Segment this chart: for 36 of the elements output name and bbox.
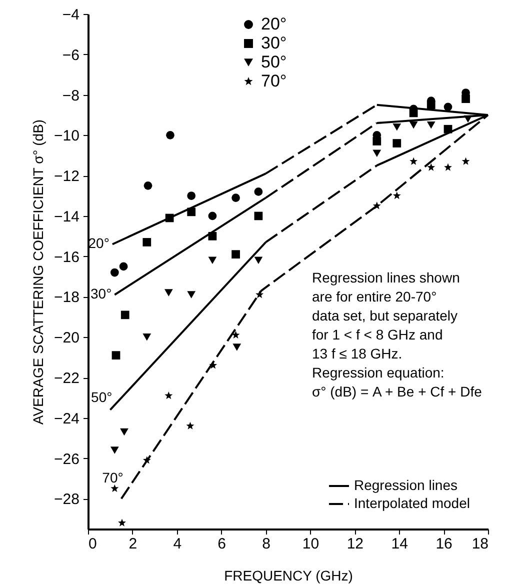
legend-label: 30° bbox=[261, 34, 287, 52]
annotation: 70° bbox=[102, 470, 124, 486]
x-tick-label: 14 bbox=[391, 536, 408, 552]
x-tick-label: 18 bbox=[472, 536, 488, 552]
annotation: Regression lines shown are for entire 20-70° data set, but separately for 1 < f < 8 GHz and 13 f ≤ 18 GHz. Regression equation: σ° (dB) = A + Be + Cf + Dfe bbox=[312, 270, 482, 400]
y-tick-label: −6 bbox=[62, 46, 80, 64]
x-tick-label: 8 bbox=[262, 536, 270, 552]
x-tick-label: 6 bbox=[218, 536, 226, 552]
x-tick-label: 16 bbox=[436, 536, 452, 552]
y-tick-label: −16 bbox=[54, 248, 80, 266]
annotation: 50° bbox=[91, 388, 112, 405]
y-tick-label: −8 bbox=[62, 87, 80, 104]
y-tick-label: −12 bbox=[54, 168, 80, 186]
y-tick-label: −14 bbox=[54, 208, 80, 226]
y-tick-label: −28 bbox=[54, 491, 80, 508]
y-tick-label: −10 bbox=[54, 128, 80, 145]
y-tick-label: −26 bbox=[54, 450, 80, 468]
legend-label: 20° bbox=[261, 14, 287, 34]
x-tick-label: 4 bbox=[173, 536, 182, 552]
legend-label: 70° bbox=[261, 72, 287, 90]
x-tick-label: 2 bbox=[128, 536, 138, 552]
annotation: 20° bbox=[88, 235, 110, 252]
legend-label: 50° bbox=[261, 52, 287, 72]
y-tick-label: −20 bbox=[54, 330, 80, 347]
x-tick-label: 12 bbox=[346, 536, 364, 552]
y-tick-label: −24 bbox=[54, 410, 80, 428]
x-tick-label: 0 bbox=[88, 536, 97, 552]
legend-label: Regression lines bbox=[354, 477, 458, 493]
annotation: 30° bbox=[90, 286, 112, 302]
x-axis-title: FREQUENCY (GHz) bbox=[224, 568, 353, 584]
y-tick-label: −4 bbox=[62, 6, 80, 24]
y-axis-title: AVERAGE SCATTERING COEFFICIENT σ° (dB) bbox=[30, 119, 46, 425]
x-tick-label: 10 bbox=[302, 536, 320, 552]
y-tick-label: −18 bbox=[54, 289, 80, 306]
legend-label: Interpolated model bbox=[354, 495, 470, 511]
y-tick-label: −22 bbox=[54, 370, 80, 388]
